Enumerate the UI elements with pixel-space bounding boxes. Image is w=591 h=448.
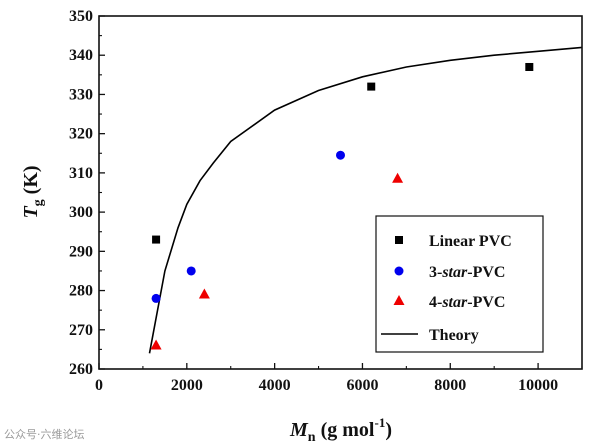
y-tick-label: 260 (69, 361, 93, 378)
x-axis-title-sub: n (308, 430, 316, 445)
legend-label: Theory (429, 327, 479, 344)
legend-label: 3-star-PVC (429, 264, 505, 281)
x-tick-label: 4000 (259, 377, 291, 394)
legend-box (375, 215, 544, 353)
x-axis-title-unit-sup: -1 (374, 415, 385, 430)
x-tick-label: 10000 (518, 377, 558, 394)
y-axis-ticks: 260 270 280 290 300 310 320 330 340 350 (69, 8, 105, 378)
x-axis-ticks: 0 2000 4000 6000 8000 10000 (95, 363, 583, 394)
data-point (336, 150, 345, 160)
y-tick-label: 320 (69, 126, 93, 143)
data-point (525, 62, 534, 71)
legend-label-part: star (441, 294, 468, 311)
x-tick-label: 6000 (346, 377, 378, 394)
x-axis-title: Mn (g mol-1) (289, 415, 392, 445)
legend-label: Linear PVC (429, 233, 512, 250)
x-tick-label: 0 (95, 377, 103, 394)
legend-label-part: 3- (429, 264, 442, 281)
y-tick-label: 340 (69, 47, 93, 64)
data-point (198, 288, 210, 299)
y-tick-label: 280 (69, 283, 93, 300)
legend-label-part: -PVC (467, 294, 505, 311)
legend-label-part: star (441, 264, 468, 281)
y-tick-label: 270 (69, 322, 93, 339)
legend-label: 4-star-PVC (429, 294, 505, 311)
data-point (150, 339, 162, 350)
legend-marker (395, 236, 403, 244)
data-point (152, 235, 161, 244)
legend-label-part: Theory (429, 327, 479, 344)
x-axis-title-unit-post: ) (385, 419, 392, 441)
x-axis-title-unit-pre: (g mol (316, 419, 375, 441)
y-axis-title-main: T (20, 206, 42, 219)
plot-series (148, 46, 583, 354)
data-point (367, 82, 376, 91)
legend-label-part: 4- (429, 294, 442, 311)
y-axis-title-sub: g (31, 199, 46, 206)
y-tick-label: 310 (69, 165, 93, 182)
legend-marker (393, 295, 405, 305)
y-axis-title: Tg (K) (20, 165, 46, 218)
x-axis-title-main: M (289, 419, 309, 441)
y-tick-label: 300 (69, 204, 93, 221)
y-tick-label: 330 (69, 86, 93, 103)
legend-label-part: Linear PVC (429, 233, 512, 250)
y-axis-title-unit: (K) (20, 165, 42, 199)
plot-frame (98, 15, 583, 370)
data-point (186, 266, 196, 276)
data-point (392, 172, 404, 183)
y-tick-label: 350 (69, 8, 93, 25)
data-point (151, 293, 161, 303)
legend-label-part: -PVC (467, 264, 505, 281)
y-tick-label: 290 (69, 243, 93, 260)
x-tick-label: 2000 (171, 377, 203, 394)
x-tick-label: 8000 (434, 377, 466, 394)
legend-marker (394, 266, 404, 276)
theory-curve (148, 46, 583, 354)
watermark-text: 公众号·六维论坛 (4, 428, 85, 441)
